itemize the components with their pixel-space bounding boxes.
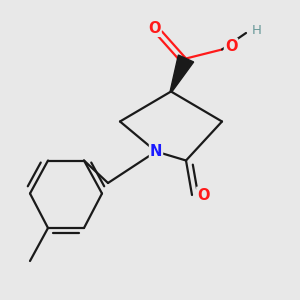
Polygon shape: [170, 55, 194, 92]
Text: O: O: [197, 188, 210, 202]
Text: O: O: [225, 39, 237, 54]
Text: H: H: [252, 23, 261, 37]
Text: O: O: [148, 21, 161, 36]
Text: N: N: [150, 144, 162, 159]
